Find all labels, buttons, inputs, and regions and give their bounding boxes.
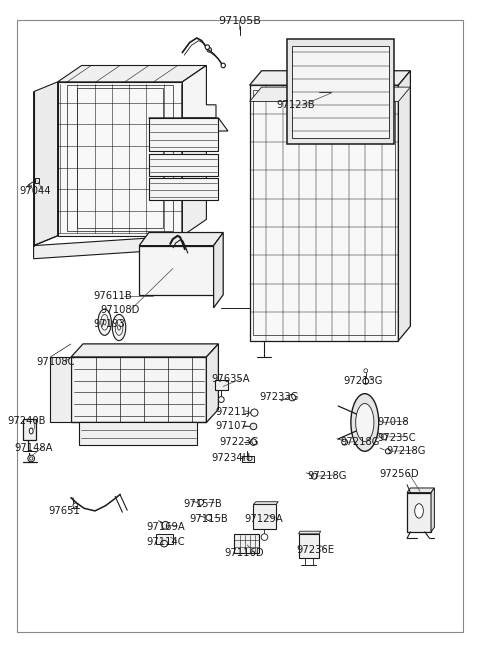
Polygon shape — [79, 422, 197, 445]
Polygon shape — [50, 357, 71, 422]
Polygon shape — [149, 118, 218, 151]
Polygon shape — [149, 154, 218, 176]
Ellipse shape — [251, 409, 258, 417]
Polygon shape — [299, 531, 321, 534]
Polygon shape — [182, 66, 206, 236]
Text: 97235C: 97235C — [378, 432, 416, 443]
Ellipse shape — [112, 314, 126, 341]
Text: 97044: 97044 — [19, 186, 51, 196]
Text: 97169A: 97169A — [146, 521, 185, 532]
Text: 97218G: 97218G — [341, 437, 380, 447]
Ellipse shape — [206, 515, 212, 520]
Ellipse shape — [161, 540, 168, 547]
Ellipse shape — [342, 440, 348, 445]
Polygon shape — [253, 504, 276, 529]
Polygon shape — [398, 71, 410, 341]
Polygon shape — [58, 82, 182, 236]
Text: 97211J: 97211J — [215, 407, 250, 417]
Text: 97115B: 97115B — [190, 514, 228, 524]
Polygon shape — [182, 66, 216, 118]
Ellipse shape — [218, 396, 224, 402]
Ellipse shape — [363, 379, 369, 384]
Polygon shape — [34, 82, 58, 246]
Polygon shape — [299, 534, 319, 558]
Polygon shape — [206, 344, 218, 422]
Text: 97105B: 97105B — [218, 16, 262, 26]
Polygon shape — [234, 534, 259, 553]
Ellipse shape — [356, 403, 374, 441]
Ellipse shape — [73, 503, 78, 508]
Polygon shape — [149, 178, 218, 200]
Ellipse shape — [205, 45, 209, 50]
Ellipse shape — [250, 439, 256, 445]
Text: 97157B: 97157B — [183, 498, 222, 509]
Ellipse shape — [381, 434, 387, 440]
Text: 97123B: 97123B — [276, 100, 314, 110]
Text: 97635A: 97635A — [211, 373, 250, 384]
Ellipse shape — [250, 423, 257, 430]
Text: 97108D: 97108D — [101, 305, 140, 315]
Polygon shape — [50, 344, 71, 357]
Ellipse shape — [312, 473, 317, 479]
Ellipse shape — [207, 47, 211, 52]
Polygon shape — [407, 493, 431, 532]
Ellipse shape — [221, 64, 226, 68]
Polygon shape — [71, 344, 218, 357]
Text: 97107: 97107 — [215, 421, 247, 432]
Polygon shape — [58, 66, 206, 82]
Text: 97611B: 97611B — [94, 291, 132, 301]
Polygon shape — [250, 71, 410, 85]
Polygon shape — [215, 380, 228, 390]
Polygon shape — [139, 246, 214, 295]
Text: 97223G: 97223G — [219, 437, 259, 447]
Polygon shape — [292, 46, 389, 138]
Polygon shape — [253, 502, 278, 504]
Ellipse shape — [29, 428, 33, 434]
Text: 97234H: 97234H — [211, 453, 251, 463]
Polygon shape — [35, 178, 39, 183]
Polygon shape — [407, 488, 434, 493]
Polygon shape — [139, 233, 223, 246]
Polygon shape — [34, 236, 182, 259]
Polygon shape — [431, 488, 434, 532]
Text: 97108C: 97108C — [36, 357, 74, 367]
Text: 97018: 97018 — [378, 417, 409, 428]
Ellipse shape — [415, 504, 423, 518]
Text: 97236E: 97236E — [297, 545, 335, 555]
Text: 97129A: 97129A — [245, 514, 284, 524]
Polygon shape — [156, 534, 173, 544]
Polygon shape — [250, 85, 398, 341]
Ellipse shape — [198, 499, 204, 506]
Polygon shape — [214, 233, 223, 308]
Text: 97114C: 97114C — [146, 537, 185, 548]
Ellipse shape — [289, 394, 296, 401]
Polygon shape — [71, 357, 206, 422]
Polygon shape — [250, 87, 410, 102]
Text: 97233G: 97233G — [259, 392, 299, 402]
Polygon shape — [149, 118, 228, 131]
Text: 97218G: 97218G — [386, 446, 426, 457]
Ellipse shape — [162, 521, 169, 529]
Text: 97213G: 97213G — [343, 376, 383, 386]
Polygon shape — [23, 419, 36, 440]
Ellipse shape — [385, 449, 390, 454]
Ellipse shape — [28, 455, 35, 462]
Polygon shape — [242, 456, 254, 462]
Text: 97240B: 97240B — [7, 415, 46, 426]
Ellipse shape — [261, 534, 268, 540]
Ellipse shape — [351, 394, 379, 451]
Text: 97148A: 97148A — [14, 443, 53, 453]
Text: 97218G: 97218G — [307, 471, 347, 481]
Ellipse shape — [98, 309, 111, 335]
Text: 97256D: 97256D — [379, 468, 419, 479]
Text: 97193: 97193 — [94, 319, 125, 329]
Text: 97116D: 97116D — [225, 548, 264, 559]
Polygon shape — [287, 39, 394, 144]
Text: 97651: 97651 — [48, 506, 80, 516]
